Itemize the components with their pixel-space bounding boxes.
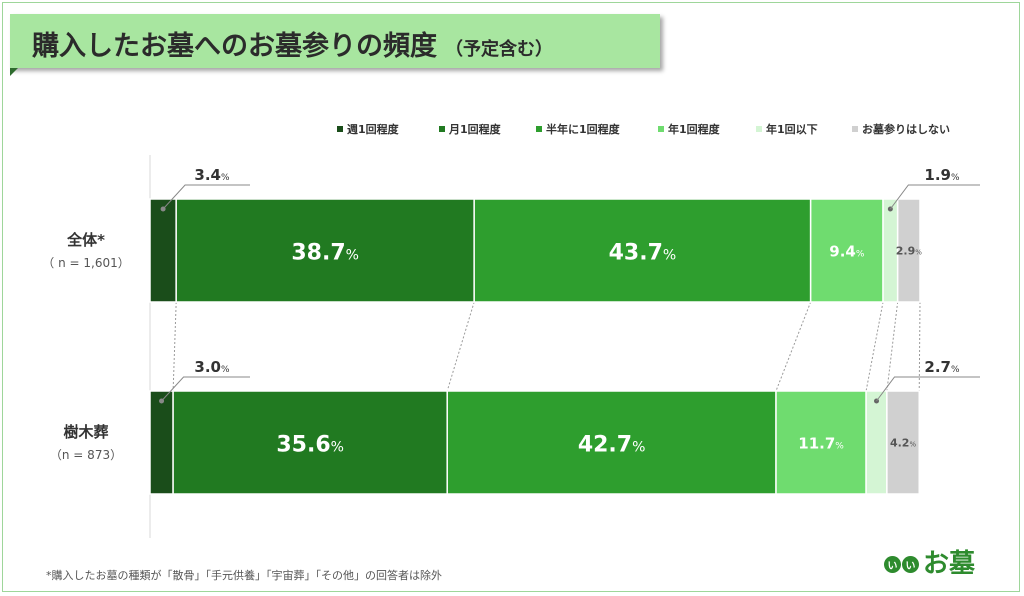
- bar-segment: [149, 198, 177, 303]
- bar-segment: [886, 390, 920, 495]
- legend-swatch: [852, 126, 858, 132]
- legend-label: 年1回以下: [766, 122, 818, 136]
- bar-segment: [446, 390, 777, 495]
- data-label: 9.4%: [829, 243, 865, 261]
- callout-line: [889, 184, 980, 210]
- chart-title-main: 購入したお墓へのお墓参りの頻度: [32, 31, 437, 62]
- callout-label: 1.9%: [924, 166, 960, 184]
- legend-label: 年1回程度: [668, 122, 721, 136]
- segment-connector-line: [172, 301, 177, 392]
- chart-title: 購入したお墓へのお墓参りの頻度 （予定含む）: [32, 24, 553, 63]
- segment-connector-line: [918, 301, 921, 392]
- data-label: 35.6%: [276, 433, 344, 458]
- category-label: 樹木葬: [63, 423, 108, 441]
- logo-badge-char: い: [902, 555, 919, 573]
- legend-swatch: [439, 126, 445, 132]
- segment-connector-line: [775, 301, 812, 392]
- segment-connector-line: [865, 301, 884, 392]
- logo-badge: い い: [884, 555, 920, 573]
- category-n-label: （ n = 1,601）: [42, 256, 129, 270]
- legend-label: 半年に1回程度: [546, 122, 621, 136]
- data-label: 2.9%: [896, 245, 923, 258]
- callout-label: 3.4%: [194, 166, 230, 184]
- callout-label: 2.7%: [924, 358, 960, 376]
- chart-title-sub: （予定含む）: [445, 39, 553, 60]
- legend-label: お墓参りはしない: [862, 122, 950, 136]
- title-banner-notch: [10, 68, 18, 76]
- footnote: *購入したお墓の種類が「散骨」「手元供養」「宇宙葬」「その他」の回答者は除外: [46, 569, 442, 582]
- legend-swatch: [536, 126, 542, 132]
- data-label: 42.7%: [578, 433, 646, 458]
- bar-segment: [149, 390, 174, 495]
- callout-line: [876, 376, 980, 402]
- segment-connector-line: [446, 301, 475, 392]
- category-label: 全体*: [66, 231, 105, 249]
- legend-label: 月1回程度: [448, 122, 502, 136]
- data-label: 38.7%: [291, 241, 359, 266]
- bar-segment: [473, 198, 812, 303]
- callout-line: [161, 376, 250, 402]
- logo-badge-char: い: [884, 555, 901, 573]
- callout-line: [162, 184, 250, 210]
- brand-logo: い い お墓: [884, 549, 975, 579]
- legend-swatch: [756, 126, 762, 132]
- category-n-label: （n = 873）: [50, 448, 122, 462]
- bar-segment: [865, 390, 888, 495]
- legend-swatch: [658, 126, 664, 132]
- data-label: 43.7%: [609, 241, 677, 266]
- bar-segment: [809, 198, 884, 303]
- legend-label: 週1回程度: [347, 122, 400, 136]
- data-label: 11.7%: [798, 435, 844, 453]
- title-banner: 購入したお墓へのお墓参りの頻度 （予定含む）: [10, 14, 660, 68]
- callout-label: 3.0%: [194, 358, 230, 376]
- logo-text: お墓: [923, 549, 976, 579]
- legend-swatch: [337, 126, 343, 132]
- bar-segment: [172, 390, 448, 495]
- bar-segment: [896, 198, 921, 303]
- segment-connector-line: [886, 301, 899, 392]
- data-label: 4.2%: [890, 437, 917, 450]
